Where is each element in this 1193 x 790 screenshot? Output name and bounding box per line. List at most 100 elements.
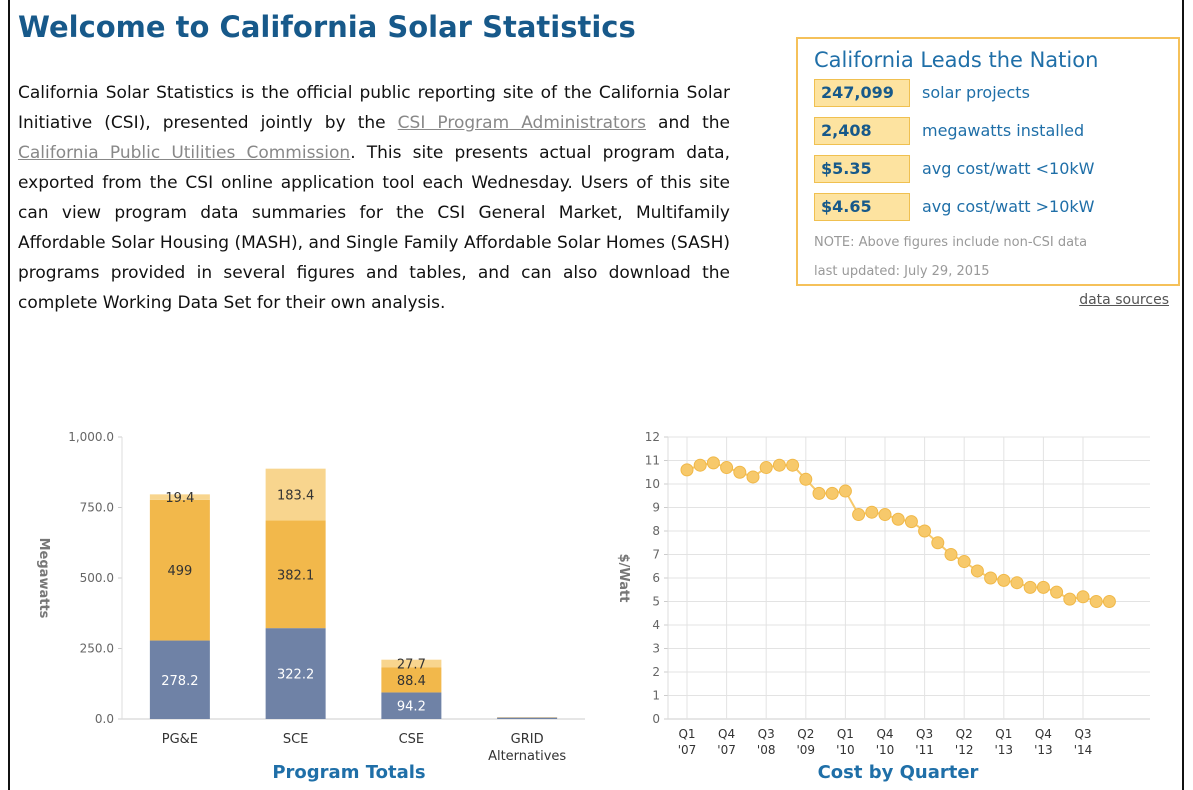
stat-value: $5.35 <box>814 155 910 183</box>
point <box>944 548 958 561</box>
point <box>997 573 1011 587</box>
data-label: 183.4 <box>277 489 314 504</box>
point <box>706 456 720 470</box>
point <box>878 508 892 522</box>
x-tick-label: Q1'07 <box>678 727 697 757</box>
x-tick-label: Q4'10 <box>876 727 895 757</box>
point <box>1036 580 1050 594</box>
stat-label: solar projects <box>922 83 1030 102</box>
bar-segment <box>497 717 558 719</box>
x-tick-label: SCE <box>283 732 309 747</box>
point <box>812 486 826 500</box>
y-tick-label: 11 <box>645 454 660 468</box>
stat-label: megawatts installed <box>922 121 1085 140</box>
data-label: 88.4 <box>397 674 426 689</box>
bar-segment <box>149 494 210 500</box>
data-label: 322.2 <box>277 668 314 683</box>
bar-segment <box>381 667 442 693</box>
point <box>984 571 998 585</box>
x-tick-label: Q3'11 <box>915 727 934 757</box>
point <box>1076 590 1090 604</box>
stat-value: 247,099 <box>814 79 910 107</box>
point <box>799 472 813 486</box>
link[interactable]: CSI Program Administrators <box>397 113 646 133</box>
point <box>1010 576 1024 590</box>
point <box>1023 580 1037 594</box>
bar-segment <box>265 520 326 629</box>
data-label: 19.4 <box>165 491 194 506</box>
y-tick-label: 0 <box>652 712 660 726</box>
stat-label: avg cost/watt <10kW <box>922 159 1095 178</box>
y-tick-label: 250.0 <box>80 642 114 656</box>
y-tick-label: 0.0 <box>95 712 114 726</box>
stat-label: avg cost/watt >10kW <box>922 197 1095 216</box>
point <box>1089 595 1103 608</box>
point <box>746 470 760 484</box>
point <box>918 524 932 538</box>
point <box>891 512 905 526</box>
x-tick-label: Q3'14 <box>1074 727 1093 757</box>
point <box>852 508 866 522</box>
y-tick-label: 10 <box>645 477 660 491</box>
y-tick-label: 5 <box>652 595 660 609</box>
bar-segment <box>149 640 210 719</box>
y-tick-label: 3 <box>652 642 660 656</box>
point <box>838 484 852 498</box>
x-tick-label: CSE <box>399 732 425 747</box>
point <box>825 486 839 500</box>
x-tick-label: Q2'12 <box>955 727 974 757</box>
bar-segment <box>381 692 442 719</box>
intro-text: . This site presents actual program data… <box>18 143 730 313</box>
y-tick-label: 4 <box>652 618 660 632</box>
bar-segment <box>265 468 326 521</box>
point <box>720 461 734 475</box>
stats-title: California Leads the Nation <box>814 48 1099 72</box>
bar-segment <box>265 628 326 719</box>
y-tick-label: 9 <box>652 501 660 515</box>
data-label: 94.2 <box>397 700 426 715</box>
x-tick-label: Q4'07 <box>717 727 736 757</box>
data-label: 382.1 <box>277 568 314 583</box>
bar-segment <box>149 499 210 641</box>
intro-text: California Solar Statistics is the offic… <box>18 83 730 133</box>
intro: California Solar Statistics is the offic… <box>18 78 730 318</box>
point <box>1063 592 1077 606</box>
stat-value: 2,408 <box>814 117 910 145</box>
chart-title: Cost by Quarter <box>818 762 979 783</box>
point <box>772 458 786 472</box>
link[interactable]: California Public Utilities Commission <box>18 143 351 163</box>
y-tick-label: 2 <box>652 665 660 679</box>
intro-text: and the <box>645 113 730 133</box>
y-tick-label: 7 <box>652 548 660 562</box>
x-tick-label: Q4'13 <box>1034 727 1053 757</box>
point <box>1050 585 1064 599</box>
bar-segment <box>381 659 442 668</box>
y-tick-label: 6 <box>652 571 660 585</box>
x-tick-label: Q1'13 <box>995 727 1014 757</box>
point <box>693 458 707 472</box>
data-label: 499 <box>167 564 192 579</box>
point <box>680 463 694 477</box>
y-tick-label: 750.0 <box>80 501 114 515</box>
chart-title: Program Totals <box>272 762 425 783</box>
point <box>931 536 945 550</box>
y-tick-label: 12 <box>645 430 660 444</box>
note: NOTE: Above figures include non-CSI data <box>814 235 1088 250</box>
x-tick-label: Q3'08 <box>757 727 776 757</box>
data-sources-link[interactable]: data sources <box>1079 292 1169 308</box>
point <box>786 458 800 472</box>
y-tick-label: 8 <box>652 524 660 538</box>
y-axis-label: Megawatts <box>36 538 51 619</box>
point <box>865 505 879 519</box>
point <box>970 564 984 578</box>
y-axis-label: $/Watt <box>616 554 631 603</box>
frame <box>8 0 1184 790</box>
x-tick-label: GRID Alternatives <box>488 732 566 764</box>
point <box>957 555 971 569</box>
x-tick-label: Q2'09 <box>797 727 816 757</box>
data-label: 278.2 <box>161 674 198 689</box>
point <box>904 515 918 529</box>
x-tick-label: PG&E <box>162 732 198 747</box>
y-tick-label: 500.0 <box>80 571 114 585</box>
stat-value: $4.65 <box>814 193 910 221</box>
